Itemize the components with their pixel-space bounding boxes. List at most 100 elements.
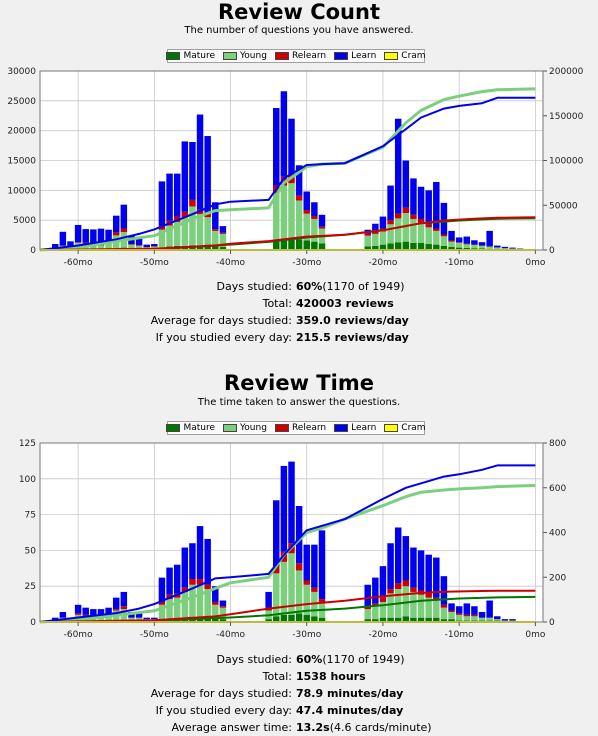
bar-young — [471, 245, 477, 248]
bar-young — [182, 592, 188, 619]
legend-swatch — [223, 424, 237, 432]
bar-mature — [418, 243, 424, 250]
bar-relearn — [296, 196, 302, 201]
x-tick-label: -40mo — [216, 258, 245, 268]
bar-young — [128, 245, 134, 249]
stat-label: If you studied every day: — [0, 329, 296, 346]
y2-tick-label: 200000 — [549, 67, 584, 77]
bar-relearn — [403, 580, 409, 586]
stat-label: If you studied every day: — [0, 702, 296, 719]
bar-young — [479, 618, 485, 621]
legend-item-relearn: Relearn — [275, 423, 326, 433]
bar-young — [212, 231, 218, 246]
stat-value: 60% — [296, 651, 322, 668]
legend-label: Cram — [401, 423, 425, 433]
x-tick-label: -50mo — [140, 258, 169, 268]
y-tick-label: 100 — [19, 475, 36, 485]
bar-young — [494, 619, 500, 620]
bar-learn — [486, 601, 492, 618]
bar-young — [433, 601, 439, 618]
legend-swatch — [384, 424, 398, 432]
bar-learn — [273, 108, 279, 186]
bar-mature — [296, 239, 302, 250]
bar-young — [471, 616, 477, 620]
y2-tick-label: 150000 — [549, 112, 584, 122]
stat-row: Average answer time:13.2s (4.6 cards/min… — [0, 719, 598, 736]
review-time-stats: Days studied:60% (1170 of 1949)Total:153… — [0, 651, 598, 736]
bar-learn — [60, 232, 66, 246]
bar-learn — [479, 612, 485, 618]
bar-learn — [418, 187, 424, 219]
bar-learn — [502, 247, 508, 248]
bar-relearn — [304, 580, 310, 584]
y-tick-label: 5000 — [13, 216, 36, 226]
stat-extra: (1170 of 1949) — [322, 651, 404, 668]
bar-learn — [82, 229, 88, 243]
bar-mature — [281, 615, 287, 622]
bar-learn — [113, 598, 119, 609]
bar-relearn — [311, 588, 317, 592]
y2-tick-label: 0 — [549, 246, 555, 256]
bar-learn — [471, 606, 477, 615]
bar-learn — [494, 246, 500, 248]
bar-learn — [448, 231, 454, 241]
bar-relearn — [448, 611, 454, 612]
bar-relearn — [75, 613, 81, 614]
bar-learn — [380, 566, 386, 598]
stat-label: Average answer time: — [0, 719, 296, 736]
bar-learn — [60, 612, 66, 618]
bar-learn — [151, 244, 157, 246]
stat-row: Total:1538 hours — [0, 668, 598, 685]
bar-learn — [410, 178, 416, 214]
bar-young — [418, 223, 424, 243]
legend-swatch — [166, 52, 180, 60]
bar-learn — [509, 619, 515, 620]
bar-young — [380, 232, 386, 245]
bar-learn — [75, 225, 81, 242]
bar-learn — [387, 543, 393, 589]
legend-label: Mature — [183, 423, 215, 433]
bar-relearn — [121, 606, 127, 609]
bar-young — [441, 236, 447, 246]
bar-relearn — [464, 244, 470, 245]
bar-learn — [197, 526, 203, 579]
y2-tick-label: 800 — [549, 439, 566, 449]
bar-learn — [273, 500, 279, 566]
bar-learn — [418, 550, 424, 590]
bar-young — [364, 236, 370, 247]
bar-learn — [311, 545, 317, 588]
stat-label: Days studied: — [0, 278, 296, 295]
legend-item-cram: Cram — [384, 423, 425, 433]
bar-young — [456, 243, 462, 248]
bar-relearn — [441, 605, 447, 608]
bar-learn — [319, 215, 325, 227]
x-tick-label: -60mo — [64, 258, 93, 268]
bar-learn — [304, 192, 310, 210]
x-tick-label: -20mo — [368, 258, 397, 268]
y2-tick-label: 50000 — [549, 201, 578, 211]
bar-young — [273, 573, 279, 616]
stat-value: 420003 reviews — [296, 295, 394, 312]
stat-extra: (4.6 cards/minute) — [330, 719, 432, 736]
bar-relearn — [395, 583, 401, 589]
y-tick-label: 30000 — [7, 67, 36, 77]
stat-value: 359.0 reviews/day — [296, 312, 409, 329]
bar-relearn — [364, 234, 370, 236]
bar-young — [486, 618, 492, 621]
bar-learn — [159, 578, 165, 602]
bar-young — [296, 200, 302, 239]
stat-value: 78.9 minutes/day — [296, 685, 403, 702]
bar-learn — [204, 539, 210, 585]
bar-learn — [494, 616, 500, 619]
bar-young — [197, 214, 203, 245]
bar-learn — [448, 603, 454, 610]
bar-learn — [113, 216, 119, 233]
stat-label: Days studied: — [0, 651, 296, 668]
bar-relearn — [403, 208, 409, 213]
bar-learn — [265, 592, 271, 608]
y-tick-label: 25000 — [7, 97, 36, 107]
